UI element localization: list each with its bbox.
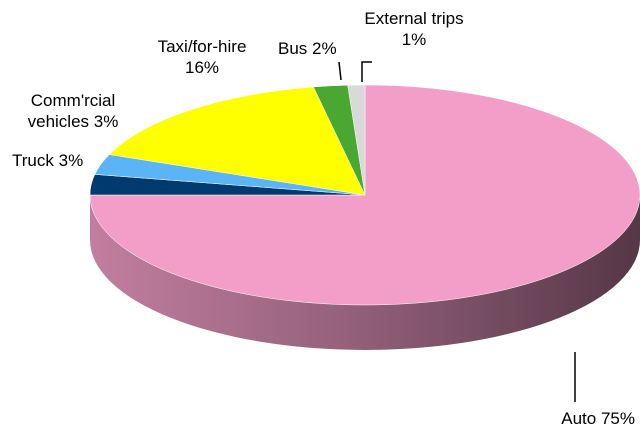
data-label: Comm'rcial vehicles 3% bbox=[8, 90, 138, 132]
category-label: External trips bbox=[364, 9, 464, 28]
category-label: Bus bbox=[278, 39, 308, 58]
category-label: Truck bbox=[12, 151, 54, 170]
value-label: 3% bbox=[93, 112, 119, 131]
data-label: External trips 1% bbox=[362, 8, 466, 50]
leader-line bbox=[338, 61, 342, 81]
value-label: 16% bbox=[184, 58, 220, 77]
data-label: Auto 75% bbox=[510, 408, 635, 429]
slice bbox=[347, 84, 366, 196]
value-label: 1% bbox=[401, 30, 427, 49]
category-label: Taxi/for-hire bbox=[157, 37, 247, 56]
data-label: Taxi/for-hire 16% bbox=[150, 36, 254, 78]
value-label: 75% bbox=[600, 409, 635, 428]
leader-line bbox=[361, 61, 372, 82]
slice-side bbox=[90, 195, 640, 350]
data-label: Bus 2% bbox=[278, 38, 358, 59]
data-label: Truck 3% bbox=[12, 150, 112, 171]
value-label: 3% bbox=[58, 151, 84, 170]
category-label: Comm'rcial vehicles bbox=[27, 91, 116, 131]
slice bbox=[108, 86, 366, 196]
category-label: Auto bbox=[561, 409, 597, 428]
value-label: 2% bbox=[312, 39, 337, 58]
slice bbox=[89, 84, 640, 306]
